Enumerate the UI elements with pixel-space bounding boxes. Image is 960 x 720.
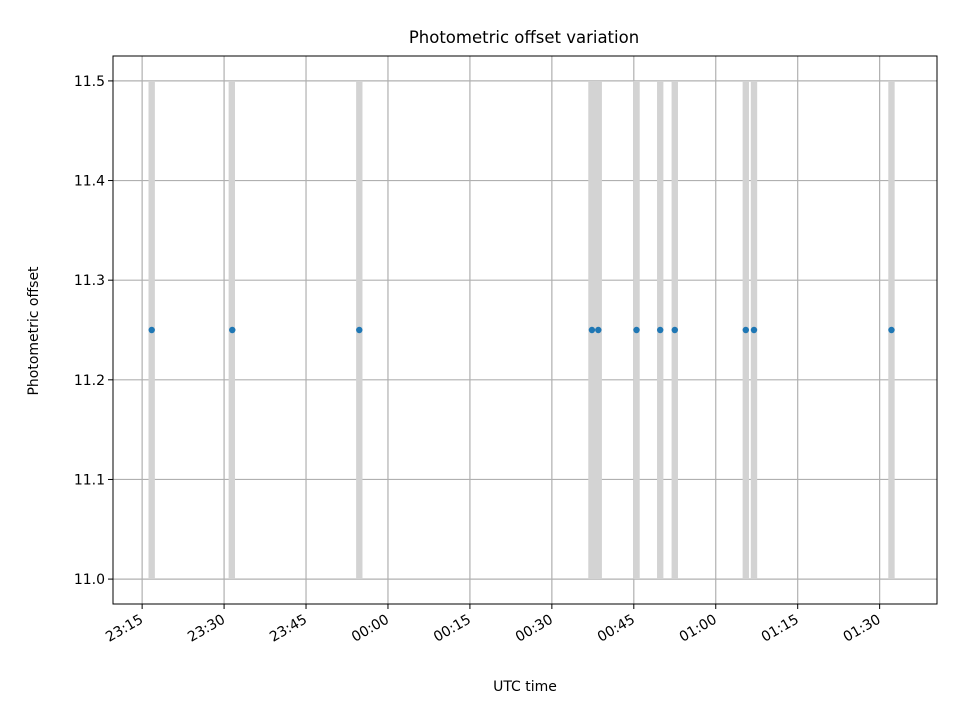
y-tick-label: 11.4 bbox=[74, 174, 105, 190]
x-tick-label: 01:00 bbox=[677, 612, 720, 646]
y-tick-label: 11.2 bbox=[74, 373, 105, 389]
y-tick-label: 11.1 bbox=[74, 472, 105, 488]
data-point bbox=[229, 326, 236, 334]
x-tick-label: 00:00 bbox=[349, 612, 392, 646]
data-point bbox=[671, 326, 678, 334]
x-tick-label: 23:30 bbox=[185, 612, 228, 646]
data-point bbox=[742, 326, 749, 334]
data-point bbox=[657, 326, 664, 334]
x-tick-label: 01:15 bbox=[759, 612, 802, 646]
chart-title: Photometric offset variation bbox=[409, 28, 639, 47]
plot-frame bbox=[112, 55, 938, 605]
x-tick-label: 01:30 bbox=[841, 612, 884, 646]
exposure-bands bbox=[148, 80, 895, 580]
data-point bbox=[750, 326, 758, 334]
data-points bbox=[148, 326, 895, 334]
data-point bbox=[888, 326, 895, 334]
x-tick-label: 23:15 bbox=[103, 612, 146, 646]
y-tick-label: 11.0 bbox=[74, 572, 105, 588]
grid bbox=[113, 56, 937, 604]
data-point bbox=[588, 326, 596, 334]
x-axis: 23:15 23:30 23:45 00:00 00:15 00:30 00:45 01:00… bbox=[103, 604, 884, 646]
y-axis: 11.0 11.1 11.2 11.3 11.4 11.5 bbox=[74, 74, 113, 588]
data-point bbox=[356, 326, 363, 334]
data-point bbox=[595, 326, 602, 334]
data-point bbox=[633, 326, 640, 334]
y-axis-label: Photometric offset bbox=[26, 266, 42, 396]
x-tick-label: 00:30 bbox=[513, 612, 556, 646]
x-tick-label: 00:45 bbox=[595, 612, 638, 646]
y-tick-label: 11.3 bbox=[74, 273, 105, 289]
x-tick-label: 00:15 bbox=[431, 612, 474, 646]
x-tick-label: 23:45 bbox=[267, 612, 310, 646]
x-axis-label: UTC time bbox=[493, 679, 557, 695]
y-tick-label: 11.5 bbox=[74, 74, 105, 90]
data-point bbox=[148, 326, 155, 334]
